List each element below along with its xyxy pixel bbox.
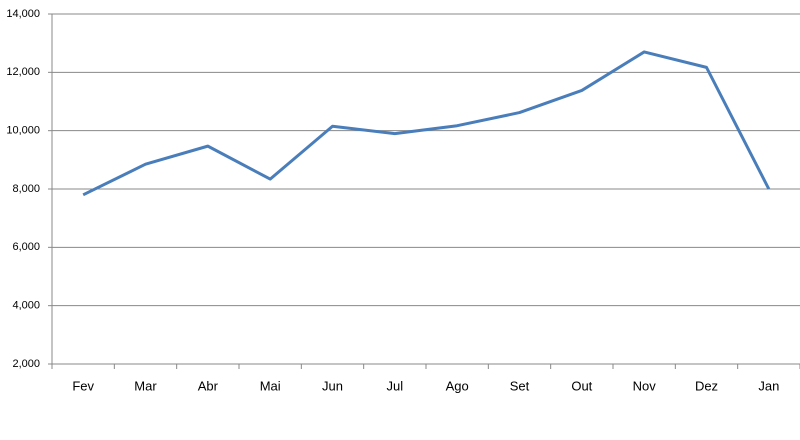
x-tick-label: Fev xyxy=(72,378,94,393)
x-tick-label: Mai xyxy=(260,378,281,393)
x-tick-label: Out xyxy=(571,378,592,393)
x-tick-label: Jun xyxy=(322,378,343,393)
x-tick-label: Jan xyxy=(758,378,779,393)
y-tick-label: 8,000 xyxy=(12,183,40,195)
y-tick-label: 6,000 xyxy=(12,241,40,253)
y-tick-label: 10,000 xyxy=(6,125,40,137)
x-tick-label: Nov xyxy=(633,378,657,393)
y-tick-label: 14,000 xyxy=(6,8,40,20)
x-tick-label: Dez xyxy=(695,378,718,393)
x-tick-label: Mar xyxy=(134,378,157,393)
y-tick-label: 12,000 xyxy=(6,66,40,78)
y-tick-label: 4,000 xyxy=(12,300,40,312)
x-tick-label: Ago xyxy=(446,378,469,393)
y-tick-label: 2,000 xyxy=(12,358,40,370)
line xyxy=(82,50,771,197)
x-tick-label: Jul xyxy=(387,378,404,393)
x-tick-label: Abr xyxy=(198,378,219,393)
x-tick-label: Set xyxy=(510,378,530,393)
